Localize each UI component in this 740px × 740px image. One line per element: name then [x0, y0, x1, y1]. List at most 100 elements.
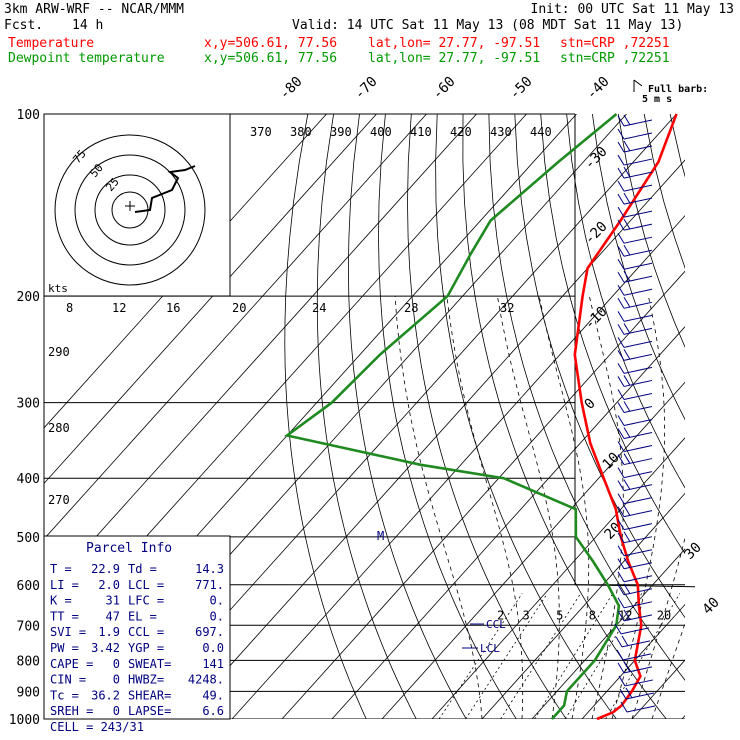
wind-barb-flag — [621, 635, 629, 647]
wind-barb-flag — [617, 558, 625, 569]
wind-barb — [623, 236, 653, 244]
wind-barb — [623, 484, 653, 492]
parcel-info-key: SWEAT= — [128, 657, 171, 671]
dry-adiabat — [488, 114, 685, 681]
wind-barb — [623, 419, 653, 426]
wind-barb-flag — [623, 166, 631, 178]
wind-barb — [623, 392, 653, 400]
legend-temp-name: Temperature — [8, 36, 95, 51]
wind-barb-flag — [617, 245, 625, 257]
theta-label-left: 270 — [48, 493, 70, 507]
parcel-info-key: HWBZ= — [128, 673, 164, 687]
wind-barb-flag — [617, 389, 625, 400]
dry-adiabat — [643, 114, 685, 269]
dry-adiabat — [378, 114, 517, 719]
dry-adiabat — [722, 114, 740, 719]
mixing-ratio-label: 2 — [497, 608, 504, 622]
parcel-info-key: CCL = — [128, 625, 164, 639]
parcel-info-value: 22.9 — [91, 562, 120, 576]
wind-barb — [623, 145, 653, 153]
parcel-info-value: 6.6 — [202, 704, 224, 718]
parcel-info-value: 771. — [195, 578, 224, 592]
theta-label: 390 — [330, 125, 352, 139]
wind-barb-flag — [617, 402, 625, 413]
wind-barb — [623, 588, 653, 596]
dry-adiabat — [540, 114, 685, 555]
dry-adiabat — [435, 114, 617, 719]
wind-barb — [623, 510, 653, 518]
wind-barb-flag — [617, 571, 625, 583]
wind-barb — [623, 223, 653, 231]
dry-adiabat — [592, 114, 685, 421]
wind-barb-flag — [615, 636, 623, 648]
wind-barb-flag — [617, 350, 625, 361]
wind-barb-flag — [617, 662, 625, 674]
wind-barb-flag — [617, 193, 625, 205]
hodograph-trace — [134, 165, 196, 213]
wind-barb-flag — [623, 244, 631, 256]
moist-adiabat — [394, 296, 483, 719]
moist-adiabat — [651, 622, 685, 719]
right-axis-bend — [574, 584, 696, 588]
wind-barb-flag — [623, 297, 631, 308]
wind-barb-flag — [617, 180, 625, 192]
parcel-info-value: 4248. — [188, 673, 224, 687]
hodograph-ring — [94, 174, 166, 246]
wind-barb-flag — [619, 688, 627, 700]
parcel-info-key: SREH = — [50, 704, 93, 718]
temp-tick-label-side: -30 — [582, 144, 611, 173]
wind-barb — [623, 379, 653, 387]
moist-adiabat — [588, 296, 624, 719]
wind-barb — [623, 366, 653, 374]
hodograph-origin — [125, 201, 135, 211]
wind-barb — [623, 471, 653, 479]
parcel-info-value: 0. — [210, 609, 224, 623]
temp-tick-label-top: -60 — [430, 74, 459, 103]
dry-adiabat — [407, 114, 567, 719]
isotherm-line — [281, 270, 685, 719]
wind-barb-flag — [623, 192, 631, 204]
wind-barb-flag — [623, 531, 631, 542]
dry-adiabat — [696, 114, 740, 719]
wind-barb — [624, 679, 654, 687]
parcel-info-title: Parcel Info — [86, 541, 172, 556]
hodograph-box — [43, 113, 231, 297]
wind-barb — [623, 249, 653, 257]
dewpoint-profile — [284, 112, 621, 720]
speed-tick-label: 28 — [404, 301, 418, 315]
parcel-info-box — [43, 535, 231, 720]
wind-barb-flag — [623, 479, 631, 490]
theta-label: 400 — [370, 125, 392, 139]
wind-barb — [623, 171, 653, 179]
mixing-ratio-line — [438, 593, 523, 719]
speed-tick-label: 32 — [500, 301, 514, 315]
parcel-info-key: LAPSE= — [128, 704, 171, 718]
wind-barb — [623, 314, 653, 322]
lcl-label: LCL — [480, 642, 500, 655]
temp-tick-label-side: 30 — [682, 540, 705, 563]
wind-barb-flag — [617, 311, 625, 322]
dry-adiabat — [284, 114, 367, 719]
wind-barb-flag — [617, 597, 625, 609]
wind-barb-flag — [617, 115, 625, 127]
ccl-label: CCL — [486, 618, 506, 631]
dry-adiabat — [347, 114, 467, 719]
parcel-info-key: SHEAR= — [128, 688, 171, 702]
theta-label-left: 280 — [48, 421, 70, 435]
wind-barb — [623, 666, 653, 674]
barb-key-title: Full barb: — [648, 84, 708, 95]
isotherm-line — [681, 715, 685, 719]
temp-tick-label-side: -10 — [582, 304, 611, 333]
isotherm-line — [231, 215, 685, 719]
mixing-ratio-line — [500, 593, 581, 719]
wind-barb-flag — [623, 661, 631, 673]
wind-barb-flag — [617, 324, 625, 335]
theta-label: 370 — [250, 125, 272, 139]
speed-tick-label: 8 — [66, 301, 73, 315]
wind-barb-flag — [617, 415, 625, 426]
parcel-info-value: 47 — [106, 609, 120, 623]
wind-barb-flag — [623, 349, 631, 360]
temp-tick-label-top: -80 — [277, 74, 306, 103]
